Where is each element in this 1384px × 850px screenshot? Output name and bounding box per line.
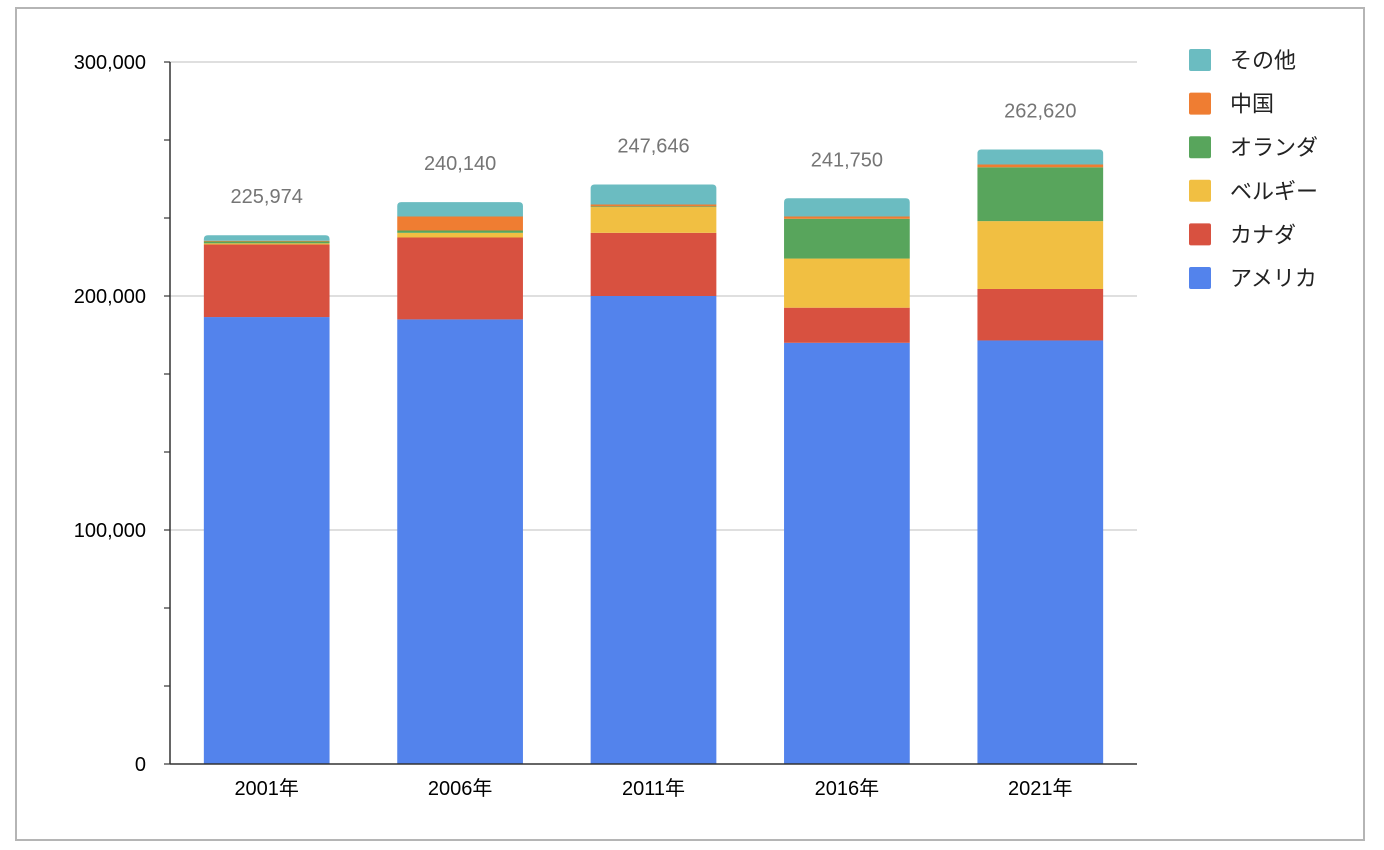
total-data-label: 240,140 [424, 153, 496, 175]
bar-segment[interactable] [203, 244, 330, 318]
y-tick-label: 200,000 [74, 286, 146, 308]
legend-label: その他 [1230, 48, 1296, 73]
bar-segment[interactable] [203, 317, 330, 764]
legend-item[interactable]: その他 [1189, 48, 1296, 73]
legend-swatch [1189, 267, 1211, 289]
legend-swatch [1189, 49, 1211, 71]
bar-segment[interactable] [590, 232, 717, 296]
bar-segment[interactable] [590, 206, 717, 208]
bar-segment[interactable] [977, 340, 1104, 764]
bar-stack-4 [977, 149, 1104, 764]
legend-swatch [1189, 92, 1211, 115]
legend-label: 中国 [1230, 92, 1274, 117]
bar-segment[interactable] [784, 258, 910, 308]
legend-item[interactable]: オランダ [1189, 135, 1318, 160]
y-tick-label: 300,000 [74, 52, 146, 74]
bar-segment[interactable] [977, 221, 1104, 289]
x-tick-label: 2006年 [428, 777, 493, 800]
x-tick-label: 2001年 [234, 777, 299, 800]
bar-segment[interactable] [203, 240, 330, 242]
x-tick-label: 2016年 [815, 777, 880, 800]
bar-segment[interactable] [397, 230, 523, 233]
bar-segment[interactable] [203, 235, 330, 241]
bar-segment[interactable] [784, 218, 910, 259]
bar-segment[interactable] [397, 216, 523, 231]
chart-frame: 0 100,000 200,000 300,000 225,974 2001年 240,14… [15, 7, 1365, 841]
bar-segment[interactable] [203, 241, 330, 244]
legend-label: アメリカ [1230, 266, 1317, 291]
bar-segment[interactable] [590, 204, 717, 207]
legend-item[interactable]: 中国 [1189, 92, 1274, 117]
bar-segment[interactable] [977, 164, 1104, 168]
legend-label: オランダ [1230, 135, 1318, 160]
bar-segment[interactable] [397, 319, 523, 764]
bar-segment[interactable] [977, 149, 1104, 165]
total-data-label: 262,620 [1004, 100, 1076, 122]
bar-stack-2 [590, 184, 717, 764]
legend-label: ベルギー [1230, 179, 1318, 204]
legend-item[interactable]: ベルギー [1189, 179, 1318, 204]
total-data-label: 241,750 [811, 149, 883, 171]
bar-segment[interactable] [977, 288, 1104, 341]
legend-item[interactable]: アメリカ [1189, 266, 1317, 291]
labels: 0 100,000 200,000 300,000 225,974 2001年 240,14… [74, 52, 1077, 800]
legend-item[interactable]: カナダ [1189, 222, 1296, 247]
bars [203, 149, 1104, 764]
y-tick-label: 0 [135, 754, 146, 776]
total-data-label: 225,974 [231, 186, 303, 208]
legend-swatch [1189, 136, 1211, 159]
bar-segment[interactable] [397, 237, 523, 320]
bar-segment[interactable] [590, 296, 717, 764]
axes [164, 61, 1137, 765]
legend-swatch [1189, 223, 1211, 246]
bar-segment[interactable] [784, 216, 910, 219]
bar-segment[interactable] [590, 184, 717, 205]
bar-segment[interactable] [397, 202, 523, 217]
legend-swatch [1189, 179, 1211, 202]
legend-label: カナダ [1230, 222, 1296, 247]
bar-segment[interactable] [784, 198, 910, 217]
bar-segment[interactable] [590, 207, 717, 233]
bar-stack-1 [397, 202, 523, 764]
x-tick-label: 2021年 [1008, 777, 1073, 800]
y-tick-label: 100,000 [74, 520, 146, 542]
total-data-label: 247,646 [617, 136, 689, 158]
bar-segment[interactable] [784, 307, 910, 343]
x-tick-label: 2011年 [622, 777, 685, 800]
bar-stack-0 [203, 235, 330, 764]
bar-segment[interactable] [784, 342, 910, 764]
bar-stack-3 [784, 198, 910, 764]
bar-segment[interactable] [397, 232, 523, 238]
bar-segment[interactable] [977, 167, 1104, 222]
bar-segment[interactable] [203, 243, 330, 245]
stacked-bar-chart: 0 100,000 200,000 300,000 225,974 2001年 240,14… [74, 48, 1318, 800]
